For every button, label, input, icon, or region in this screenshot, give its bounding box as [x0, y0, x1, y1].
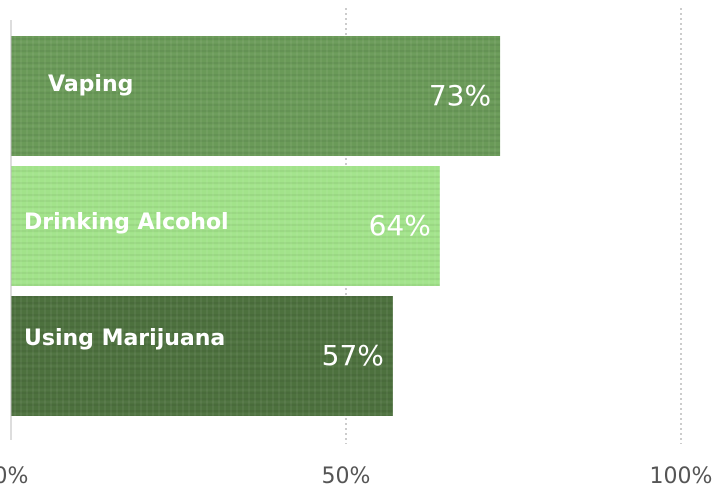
x-tick-label-50: 50%: [322, 464, 371, 489]
bar-texture-0: [11, 36, 501, 156]
data-label-0: 73%: [429, 79, 491, 112]
category-label-2: Using Marijuana: [24, 326, 225, 351]
bar-texture-1: [11, 166, 440, 286]
x-tick-label-0: 0%: [0, 464, 28, 489]
category-label-1: Drinking Alcohol: [24, 210, 229, 235]
bars: [11, 36, 501, 416]
data-label-1: 64%: [369, 209, 431, 242]
x-tick-label-100: 100%: [650, 464, 713, 489]
x-axis-ticks: 0% 50% 100%: [0, 464, 712, 489]
category-label-0: Vaping: [48, 72, 133, 97]
bar-texture-2: [11, 296, 393, 416]
data-label-2: 57%: [322, 339, 384, 372]
labels: Vaping 73% Drinking Alcohol 64% Using Mariju…: [24, 72, 491, 372]
